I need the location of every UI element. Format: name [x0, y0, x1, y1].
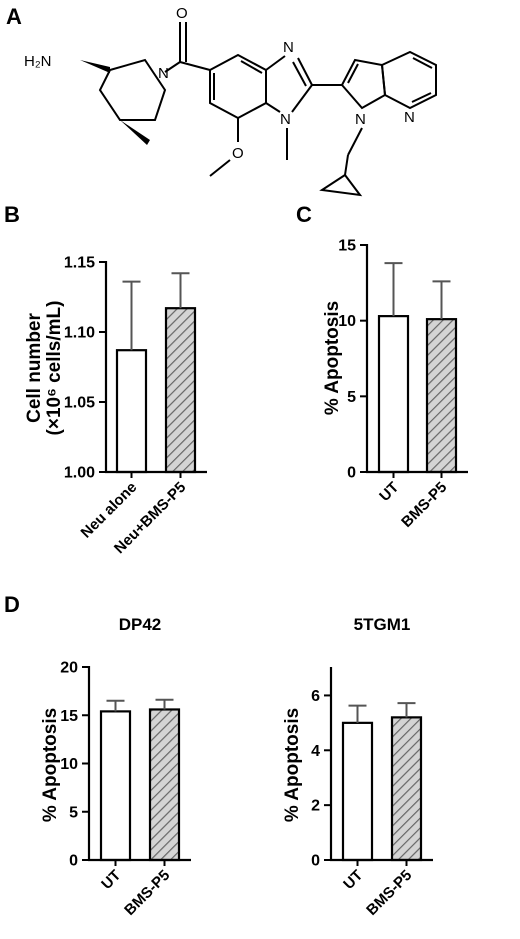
y-axis-label: % Apoptosis [322, 301, 343, 415]
atom-n-pyridine: N [404, 109, 415, 126]
pyridine-double-2 [411, 92, 432, 103]
cyclopropyl-link [344, 154, 349, 176]
imidazole-bond-3 [291, 84, 313, 113]
bar-2 [390, 716, 423, 862]
category-label: BMS-P5 [363, 867, 415, 919]
y-axis-label: Cell number [24, 313, 45, 423]
bar-1 [115, 349, 148, 474]
category-label: UT [98, 867, 124, 893]
category-label: BMS-P5 [121, 867, 173, 919]
y-tick-label: 6 [311, 688, 320, 705]
pyridine-double-1 [412, 57, 433, 69]
category-label: UT [376, 479, 402, 505]
methoxy-bond-2 [209, 159, 231, 177]
y-tick-label: 4 [311, 743, 320, 760]
benzene-double-2 [240, 60, 263, 74]
pyrrole-double [347, 63, 359, 84]
y-tick-label: 0 [69, 853, 78, 870]
y-tick-label: 2 [311, 798, 320, 815]
y-axis-unit-label: (×10⁶ cells/mL) [44, 301, 65, 436]
piperidine-ring [98, 58, 167, 121]
imidazole-double [292, 61, 307, 87]
imidazole-bond-1 [265, 55, 286, 71]
imidazole-bond-4 [265, 102, 281, 113]
y-axis-label: % Apoptosis [282, 708, 303, 822]
y-tick-label: 1.00 [64, 465, 95, 482]
methyl-wedge-bond [120, 120, 150, 145]
panel-letter-b: B [4, 202, 20, 227]
pyrrole-ring [340, 58, 387, 110]
amide-bond [164, 61, 181, 73]
chemical-structure: H₂N N O N N O N N [24, 5, 437, 197]
category-label: BMS-P5 [398, 479, 450, 531]
y-tick-label: 15 [338, 238, 356, 255]
imidazole-bond-2 [297, 57, 313, 86]
chart-title: DP42 [119, 615, 162, 634]
bar-1 [99, 710, 132, 862]
atom-n-imidazole-top: N [283, 39, 294, 56]
panel-letter-c: C [296, 202, 312, 227]
atom-n-piperidine: N [158, 65, 169, 82]
benzene-ring [209, 53, 267, 120]
atom-n-pyrrole: N [355, 111, 366, 128]
ch2-bond [347, 127, 363, 156]
y-tick-label: 1.15 [64, 255, 95, 272]
y-tick-label: 1.05 [64, 395, 95, 412]
bar-1 [341, 721, 374, 862]
atom-o-methoxy: O [232, 145, 244, 162]
bar-1 [377, 315, 410, 474]
y-tick-label: 10 [338, 313, 356, 330]
y-tick-label: 10 [60, 756, 78, 773]
chart-title: 5TGM1 [354, 615, 411, 634]
y-tick-label: 1.10 [64, 325, 95, 342]
aryl-bond [179, 61, 211, 71]
amine-wedge-bond [80, 60, 110, 73]
y-tick-label: 0 [311, 853, 320, 870]
y-tick-label: 15 [60, 708, 78, 725]
bar-2 [425, 318, 458, 474]
pyridine-ring [380, 50, 437, 110]
atom-h2n: H₂N [24, 53, 52, 70]
cyclopropyl-ring [319, 173, 363, 197]
atom-o-carbonyl: O [176, 5, 188, 22]
chart-b: Cell number (×10⁶ cells/mL) 1.00 1.05 1.10 1.… [24, 255, 207, 557]
y-tick-label: 5 [347, 389, 356, 406]
atom-n-imidazole-bottom: N [280, 111, 291, 128]
y-tick-label: 20 [60, 660, 78, 677]
y-tick-label: 0 [347, 465, 356, 482]
panel-letter-d: D [4, 592, 20, 617]
bar-2 [164, 307, 197, 474]
bar-2 [148, 708, 181, 862]
y-tick-label: 5 [69, 804, 78, 821]
panel-letter-a: A [6, 4, 22, 29]
y-axis-label: % Apoptosis [40, 708, 61, 822]
category-label: UT [340, 867, 366, 893]
